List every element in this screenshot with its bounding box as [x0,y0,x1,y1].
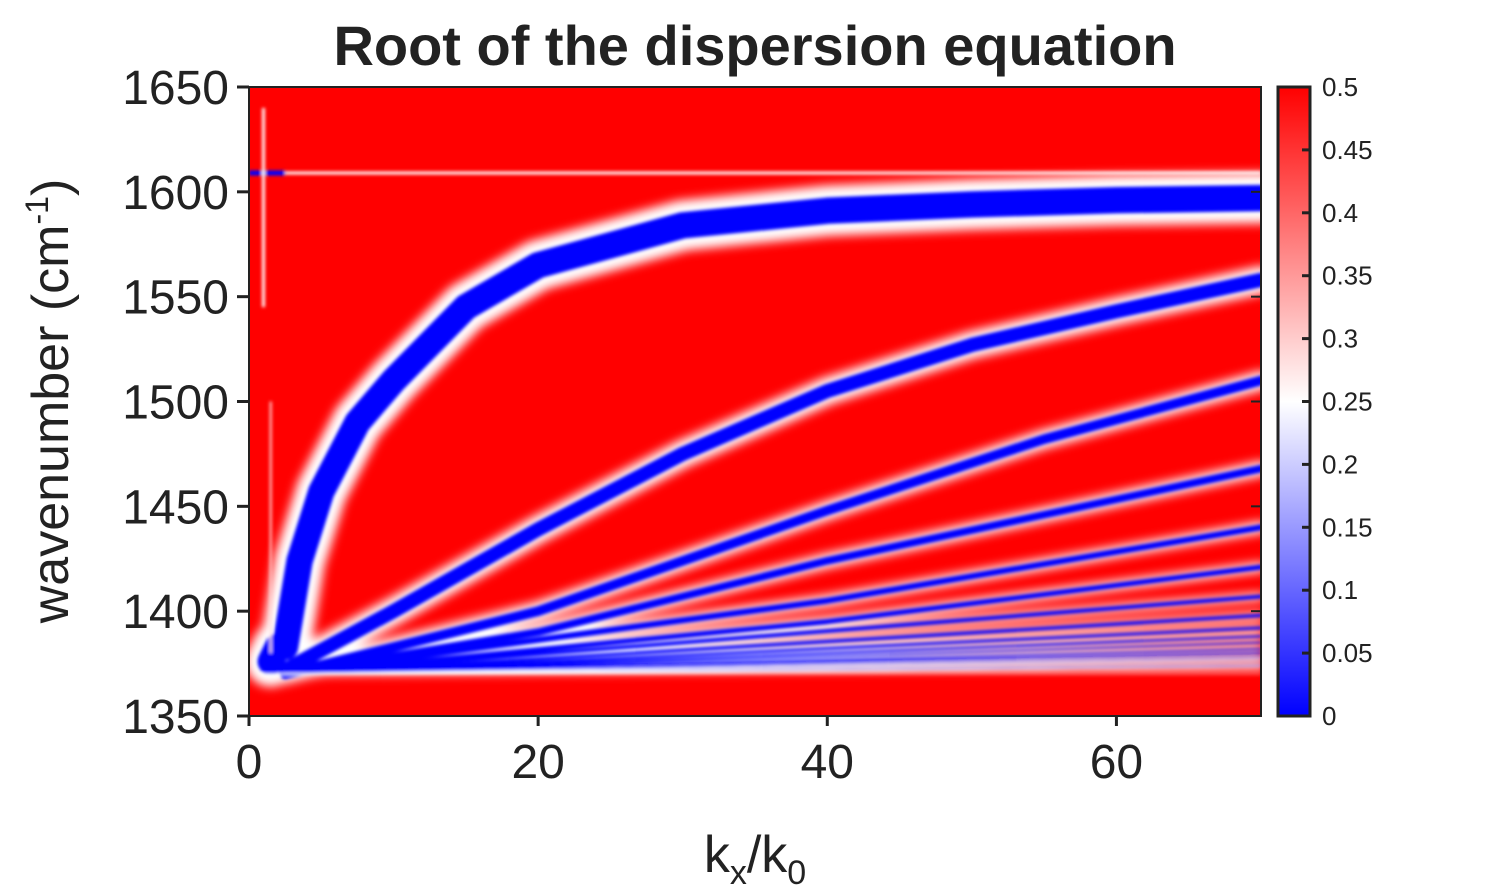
colorbar-tick-label: 0.1 [1322,575,1358,605]
mode-curve [281,464,1261,678]
high-order-mode-line [263,670,1261,675]
plot-area [249,87,1261,716]
mode-curve [257,184,1261,675]
mode-curve [282,524,1261,678]
colorbar-tick-label: 0.05 [1322,638,1373,668]
colorbar-tick-label: 0.3 [1322,324,1358,354]
y-axis-label-sup: -1 [19,196,55,224]
mode-curve [277,272,1261,678]
high-order-mode-line [263,667,1261,675]
high-order-mode-line [263,664,1261,675]
mode-curve [283,626,1261,676]
mode-curve [283,613,1261,676]
colorbar-tick-label: 0.15 [1322,512,1373,542]
high-order-mode-line [263,657,1261,675]
mode-curve [280,375,1261,680]
y-axis-label-close: ) [22,179,80,196]
mode-curve [284,641,1261,675]
x-tick-label: 40 [801,736,854,789]
y-axis-label-text: wavenumber (cm [22,224,80,624]
x-axis-label-base: k [704,826,731,884]
y-tick-label: 1500 [122,377,229,430]
x-axis-label: kx/k0 [704,826,806,892]
x-axis-label-slash: /k [747,826,788,884]
colorbar-tick-label: 0.35 [1322,261,1373,291]
y-axis-label: wavenumber (cm-1) [19,179,80,625]
colorbar-tick-label: 0.2 [1322,449,1358,479]
colorbar-tick-label: 0.25 [1322,387,1373,417]
x-tick-label: 0 [236,736,263,789]
y-tick-label: 1350 [122,691,229,744]
chart-title: Root of the dispersion equation [333,14,1176,77]
x-tick-label: 60 [1090,736,1143,789]
y-tick-label: 1600 [122,167,229,220]
y-tick-label: 1650 [122,62,229,115]
x-tick-label: 20 [511,736,564,789]
x-axis-label-sub2: 0 [787,854,806,892]
colorbar-tick-label: 0.4 [1322,198,1358,228]
x-axis-label-sub1: x [730,854,747,892]
y-tick-label: 1400 [122,586,229,639]
mode-curve [282,564,1261,677]
colorbar-tick-label: 0 [1322,701,1336,731]
mode-curve [283,594,1261,677]
mode-curve [284,635,1261,676]
high-order-mode-line [263,660,1261,675]
colorbar-tick-label: 0.45 [1322,135,1373,165]
y-tick-label: 1450 [122,481,229,534]
colorbar-tick-label: 0.5 [1322,72,1358,102]
y-tick-label: 1550 [122,272,229,325]
